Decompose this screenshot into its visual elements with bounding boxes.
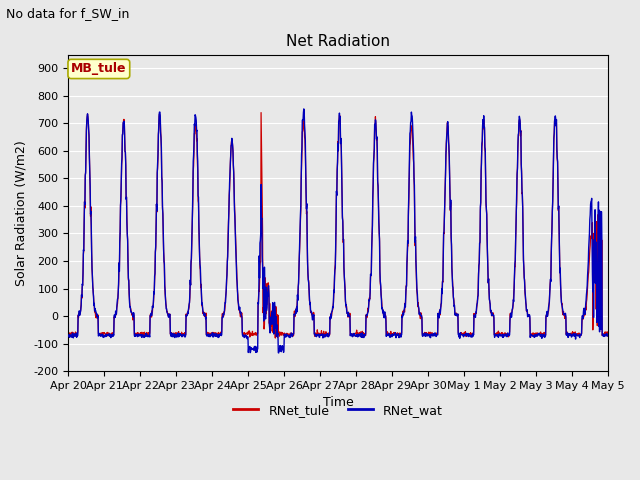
Text: No data for f_SW_in: No data for f_SW_in <box>6 7 130 20</box>
Text: MB_tule: MB_tule <box>71 62 127 75</box>
X-axis label: Time: Time <box>323 396 354 409</box>
RNet_wat <box>275 350 282 356</box>
RNet_tule <box>184 307 192 313</box>
RNet_tule <box>604 333 612 339</box>
RNet_tule <box>541 334 548 339</box>
RNet_wat <box>172 333 179 339</box>
RNet_wat <box>493 332 500 337</box>
RNet_wat <box>184 308 192 313</box>
RNet_tule <box>172 330 179 336</box>
RNet_wat <box>65 333 72 339</box>
RNet_wat <box>300 106 308 112</box>
RNet_tule <box>65 329 72 335</box>
Line: RNet_wat: RNet_wat <box>68 109 608 353</box>
RNet_tule <box>245 328 253 334</box>
RNet_wat <box>245 345 253 351</box>
RNet_wat <box>604 333 612 338</box>
RNet_tule <box>257 110 265 116</box>
RNet_wat <box>422 333 430 339</box>
RNet_wat <box>541 334 548 340</box>
Y-axis label: Solar Radiation (W/m2): Solar Radiation (W/m2) <box>15 140 28 286</box>
Legend: RNet_tule, RNet_wat: RNet_tule, RNet_wat <box>228 399 448 422</box>
RNet_tule <box>422 331 430 337</box>
RNet_tule <box>271 335 279 341</box>
Line: RNet_tule: RNet_tule <box>68 113 608 338</box>
Title: Net Radiation: Net Radiation <box>286 34 390 49</box>
RNet_tule <box>493 333 500 339</box>
